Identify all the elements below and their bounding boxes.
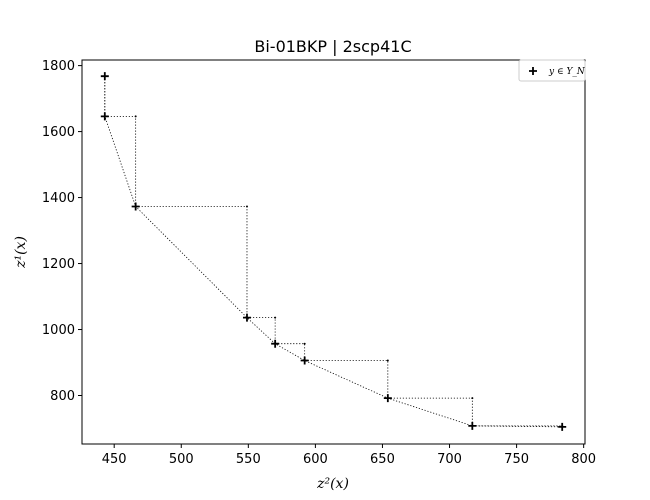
y-axis: 800 1000 1200 1400 1600 1800 bbox=[42, 59, 82, 404]
x-tick-label: 600 bbox=[303, 452, 328, 467]
plot-area bbox=[100, 72, 567, 431]
step-segment bbox=[246, 317, 276, 344]
x-tick-label: 550 bbox=[236, 452, 261, 467]
data-point bbox=[100, 112, 109, 121]
x-tick-label: 650 bbox=[370, 452, 395, 467]
x-tick-label: 700 bbox=[437, 452, 462, 467]
y-tick-label: 1600 bbox=[42, 125, 75, 140]
y-tick-label: 1000 bbox=[42, 323, 75, 338]
data-point bbox=[383, 394, 392, 403]
x-tick-label: 500 bbox=[169, 452, 194, 467]
corner-dot bbox=[245, 205, 248, 208]
data-point bbox=[100, 72, 109, 81]
data-point bbox=[300, 356, 309, 365]
legend-marker-plus bbox=[529, 67, 537, 75]
corner-dot bbox=[303, 342, 306, 345]
legend-label: y ∈ Y_N bbox=[548, 67, 586, 77]
y-axis-label: z¹(x) bbox=[13, 236, 29, 269]
y-tick-label: 1200 bbox=[42, 257, 75, 272]
chart-title: Bi-01BKP | 2scp41C bbox=[254, 37, 411, 56]
data-point bbox=[131, 202, 140, 211]
y-tick-label: 800 bbox=[50, 389, 75, 404]
x-axis: 450 500 550 600 650 700 750 800 bbox=[102, 444, 596, 467]
corner-dot bbox=[471, 397, 474, 400]
data-point bbox=[242, 313, 251, 322]
legend: y ∈ Y_N bbox=[518, 59, 586, 82]
plot-frame bbox=[81, 59, 586, 445]
corner-dot bbox=[274, 316, 277, 319]
x-tick-label: 800 bbox=[571, 452, 596, 467]
legend-box bbox=[518, 59, 586, 82]
y-tick-label: 1800 bbox=[42, 59, 75, 74]
step-segment bbox=[275, 343, 306, 361]
corner-dot bbox=[134, 115, 137, 118]
data-point bbox=[468, 421, 477, 430]
y-tick-label: 1400 bbox=[42, 191, 75, 206]
connecting-line bbox=[104, 76, 563, 428]
step-segment bbox=[304, 360, 389, 399]
x-axis-label: z²(x) bbox=[316, 476, 349, 492]
x-tick-label: 750 bbox=[504, 452, 529, 467]
data-point bbox=[271, 339, 280, 348]
x-tick-label: 450 bbox=[102, 452, 127, 467]
corner-dot bbox=[386, 359, 389, 362]
data-point bbox=[558, 422, 567, 431]
